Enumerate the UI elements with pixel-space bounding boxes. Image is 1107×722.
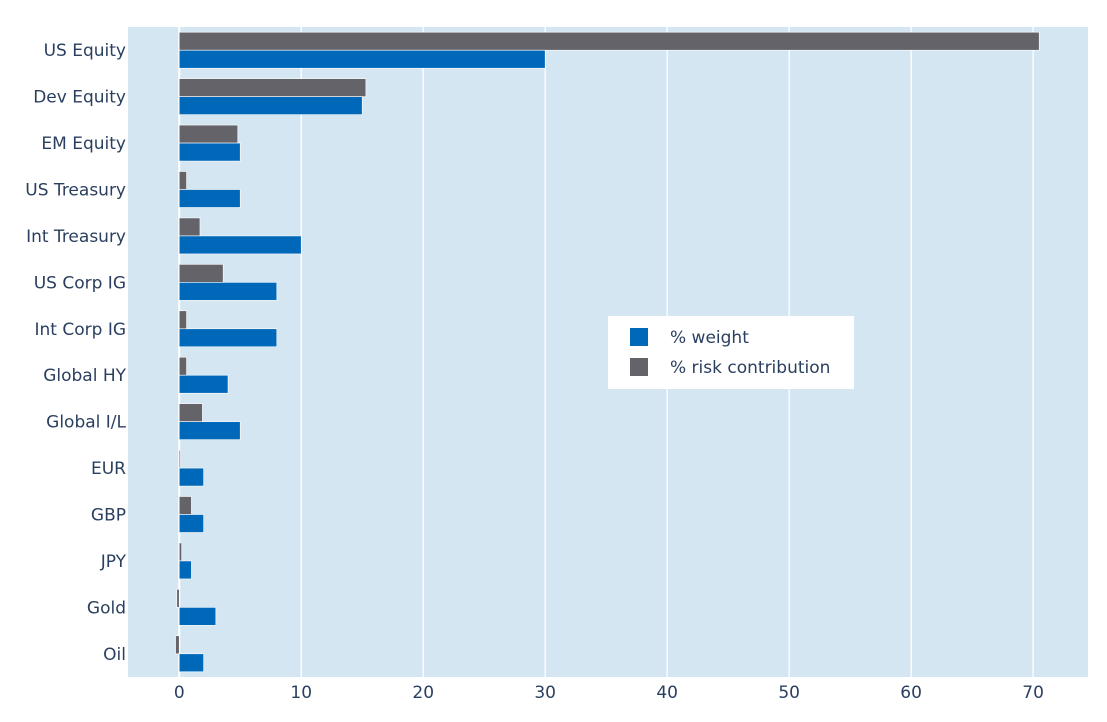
bar-risk-contribution — [178, 403, 203, 422]
bar-risk-contribution — [176, 589, 180, 608]
x-tick-label: 10 — [290, 683, 312, 703]
bar-risk-contribution — [175, 635, 180, 655]
category-label: US Corp IG — [34, 273, 126, 293]
category-label: EUR — [91, 459, 126, 479]
x-tick-label: 30 — [534, 683, 556, 703]
category-label: Global HY — [43, 366, 126, 386]
bar-weight — [178, 282, 278, 301]
bar-risk-contribution — [178, 356, 187, 376]
x-tick-label: 70 — [1022, 683, 1044, 703]
bar-risk-contribution — [178, 217, 201, 237]
bar-weight — [178, 560, 192, 580]
category-label: US Treasury — [25, 181, 126, 201]
bars — [175, 31, 1040, 673]
bar-weight — [178, 235, 302, 255]
category-labels: US Equity Dev Equity EM Equity US Treasury I… — [25, 41, 126, 665]
category-label: US Equity — [44, 41, 126, 61]
bar-risk-contribution — [178, 124, 239, 144]
category-label: JPY — [100, 552, 127, 572]
bar-weight — [178, 96, 363, 115]
category-label: Int Corp IG — [35, 320, 127, 340]
bar-risk-contribution — [178, 78, 367, 97]
bar-weight — [178, 49, 546, 69]
x-tick-label: 0 — [174, 683, 185, 703]
x-tick-labels: 0 10 20 30 40 50 60 70 — [174, 683, 1044, 703]
bar-weight — [178, 189, 241, 208]
legend-box — [608, 316, 854, 389]
category-label: Int Treasury — [26, 227, 126, 247]
bar-risk-contribution — [178, 310, 187, 330]
category-label: GBP — [91, 506, 126, 526]
bar-risk-contribution — [178, 542, 182, 562]
legend-swatch-weight — [630, 328, 648, 346]
bar-risk-contribution — [178, 31, 1040, 51]
category-label: Gold — [87, 598, 126, 618]
x-tick-label: 40 — [656, 683, 678, 703]
bar-risk-contribution — [178, 171, 187, 190]
bar-weight — [178, 421, 241, 440]
bar-weight — [178, 467, 204, 487]
x-tick-label: 50 — [778, 683, 800, 703]
category-label: Oil — [103, 645, 126, 665]
bar-risk-contribution — [178, 449, 181, 469]
bar-weight — [178, 653, 204, 673]
legend: % weight % risk contribution — [608, 316, 854, 389]
category-label: EM Equity — [41, 134, 126, 154]
category-label: Dev Equity — [33, 88, 126, 108]
bar-weight — [178, 374, 229, 394]
bar-weight — [178, 142, 241, 162]
x-tick-label: 60 — [900, 683, 922, 703]
bar-risk-contribution — [178, 264, 224, 283]
legend-swatch-risk-contribution — [630, 358, 648, 376]
bar-weight — [178, 328, 278, 348]
category-label: Global I/L — [46, 413, 126, 433]
legend-label-weight: % weight — [670, 328, 749, 348]
bar-risk-contribution — [178, 496, 192, 515]
bar-weight — [178, 514, 204, 533]
x-tick-label: 20 — [412, 683, 434, 703]
bar-weight — [178, 607, 217, 626]
legend-label-risk-contribution: % risk contribution — [670, 358, 830, 378]
